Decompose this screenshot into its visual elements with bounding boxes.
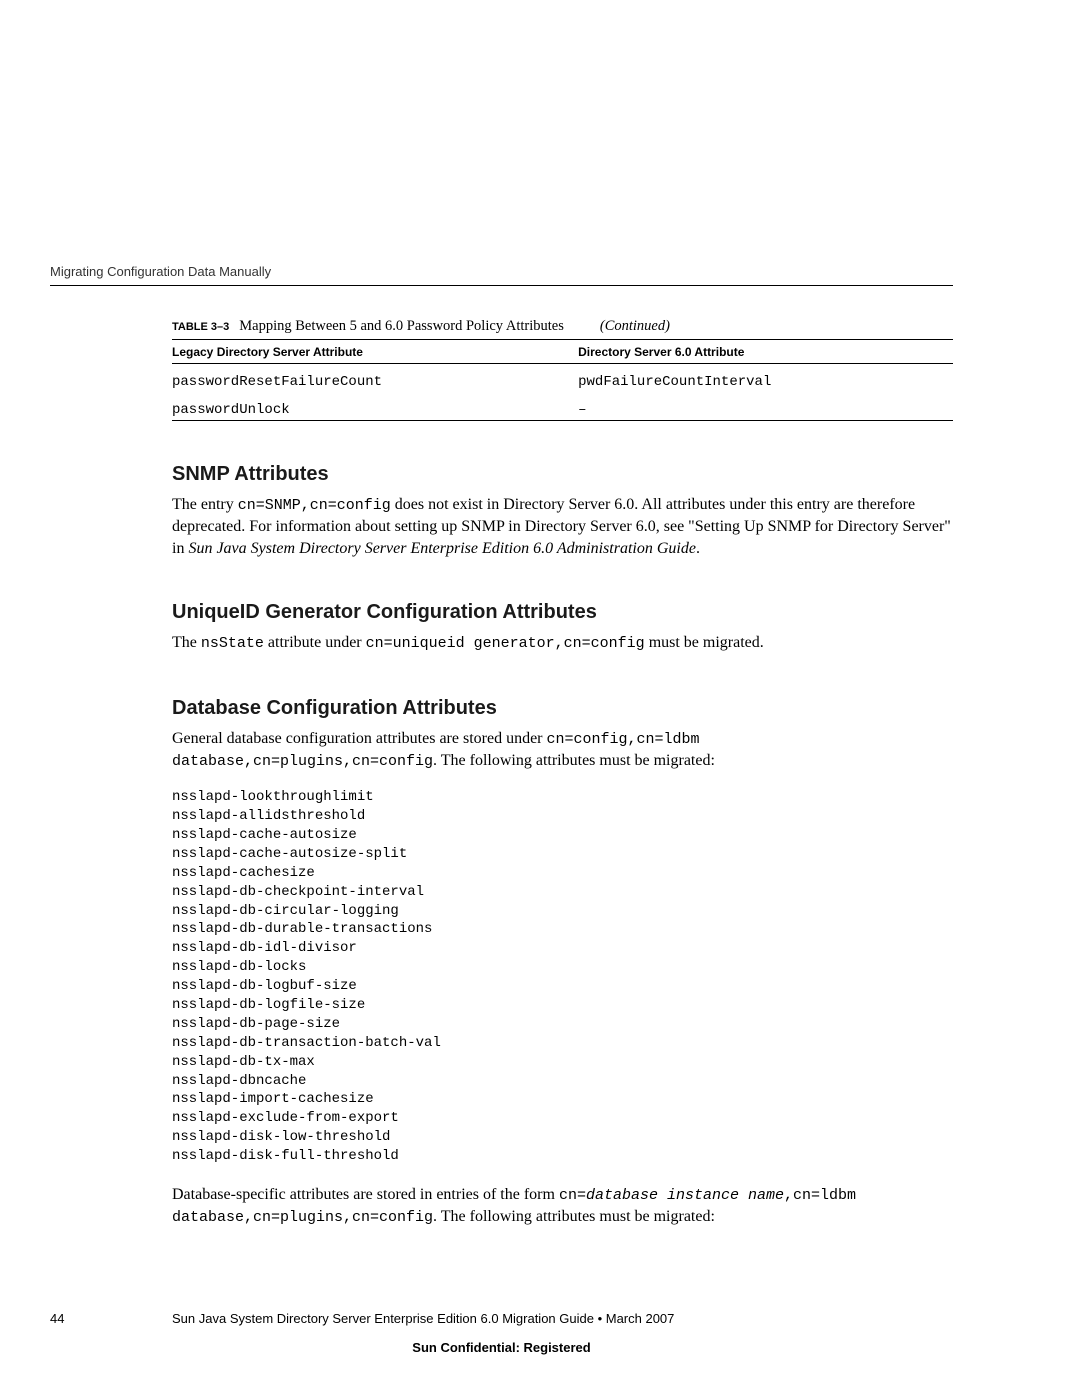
footer-line: 44 Sun Java System Directory Server Ente… bbox=[50, 1311, 953, 1326]
book-title: Sun Java System Directory Server Enterpr… bbox=[188, 540, 695, 557]
col-legacy: Legacy Directory Server Attribute bbox=[172, 340, 578, 364]
text: . The following attributes must be migra… bbox=[433, 752, 715, 769]
db-paragraph-1: General database configuration attribute… bbox=[172, 728, 953, 773]
col-ds6: Directory Server 6.0 Attribute bbox=[578, 340, 953, 364]
text: General database configuration attribute… bbox=[172, 730, 547, 747]
page-footer: 44 Sun Java System Directory Server Ente… bbox=[0, 1311, 1080, 1355]
table-header-row: Legacy Directory Server Attribute Direct… bbox=[172, 340, 953, 364]
code: cn= bbox=[559, 1187, 586, 1204]
page-number: 44 bbox=[50, 1311, 172, 1326]
uid-paragraph: The nsState attribute under cn=uniqueid … bbox=[172, 632, 953, 654]
text: . bbox=[696, 540, 700, 557]
page: Migrating Configuration Data Manually TA… bbox=[0, 0, 1080, 1235]
head-rule bbox=[50, 285, 953, 286]
mapping-table: Legacy Directory Server Attribute Direct… bbox=[172, 339, 953, 421]
table-title: Mapping Between 5 and 6.0 Password Polic… bbox=[239, 318, 564, 335]
heading-snmp: SNMP Attributes bbox=[172, 463, 953, 486]
table-caption: TABLE 3–3 Mapping Between 5 and 6.0 Pass… bbox=[172, 318, 953, 335]
code: nsState bbox=[201, 635, 264, 652]
running-head: Migrating Configuration Data Manually bbox=[50, 264, 953, 279]
table-continued: (Continued) bbox=[600, 318, 670, 335]
content-column: TABLE 3–3 Mapping Between 5 and 6.0 Pass… bbox=[172, 318, 953, 1229]
table-row: passwordUnlock – bbox=[172, 392, 953, 421]
heading-db: Database Configuration Attributes bbox=[172, 697, 953, 720]
text: The entry bbox=[172, 496, 238, 513]
cell-legacy: passwordUnlock bbox=[172, 392, 578, 421]
footer-text: Sun Java System Directory Server Enterpr… bbox=[172, 1311, 674, 1326]
footer-confidential: Sun Confidential: Registered bbox=[50, 1340, 953, 1355]
table-label: TABLE 3–3 bbox=[172, 321, 229, 333]
table-row: passwordResetFailureCount pwdFailureCoun… bbox=[172, 364, 953, 393]
cell-ds6: – bbox=[578, 392, 953, 421]
code-italic: database instance name bbox=[586, 1187, 784, 1204]
cell-ds6: pwdFailureCountInterval bbox=[578, 364, 953, 393]
text: . The following attributes must be migra… bbox=[433, 1208, 715, 1225]
text: Database-specific attributes are stored … bbox=[172, 1186, 559, 1203]
text: attribute under bbox=[264, 634, 366, 651]
attribute-list: nsslapd-lookthroughlimit nsslapd-allidst… bbox=[172, 788, 953, 1166]
text: The bbox=[172, 634, 201, 651]
text: must be migrated. bbox=[645, 634, 764, 651]
code: cn=SNMP,cn=config bbox=[238, 497, 391, 514]
cell-legacy: passwordResetFailureCount bbox=[172, 364, 578, 393]
heading-uid: UniqueID Generator Configuration Attribu… bbox=[172, 601, 953, 624]
db-paragraph-2: Database-specific attributes are stored … bbox=[172, 1184, 953, 1229]
code: cn=uniqueid generator,cn=config bbox=[366, 635, 645, 652]
snmp-paragraph: The entry cn=SNMP,cn=config does not exi… bbox=[172, 494, 953, 559]
